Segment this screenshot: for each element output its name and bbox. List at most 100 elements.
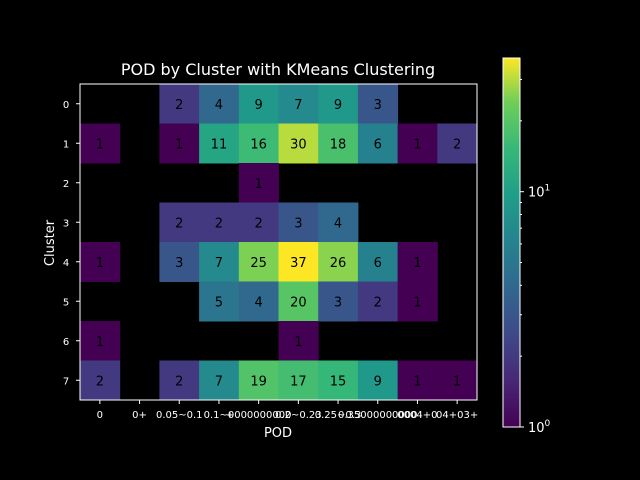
- heatmap-cell: [278, 202, 319, 243]
- y-tick-label: 0: [63, 100, 69, 111]
- heatmap-cell: [199, 242, 240, 282]
- cell-value-label: 2: [175, 98, 183, 113]
- chart-title: POD by Cluster with KMeans Clustering: [121, 60, 435, 79]
- heatmap-cell: [238, 123, 279, 164]
- y-tick-label: 2: [63, 179, 69, 190]
- x-tick-label: 0.25~0.3: [315, 410, 362, 421]
- heatmap-cell: [199, 84, 240, 124]
- cell-value-label: 1: [453, 374, 461, 389]
- heatmap-cell: [238, 242, 279, 282]
- heatmap-cell: [80, 360, 121, 401]
- heatmap-cell: [199, 360, 240, 401]
- x-tick-label: 0.2~0.23: [275, 410, 322, 421]
- cell-value-label: 4: [215, 98, 223, 113]
- colorbar-ticks: 100 101: [520, 78, 551, 436]
- heatmap-cell: [238, 281, 279, 322]
- heatmap-cell: [159, 242, 200, 282]
- heatmap-cell: [278, 321, 319, 361]
- x-tick-label: 0: [97, 410, 103, 421]
- colorbar-tick-label: 100: [528, 419, 551, 436]
- cell-value-label: 7: [215, 374, 223, 389]
- heatmap-cell: [80, 321, 121, 361]
- heatmap-cell: [199, 123, 240, 164]
- heatmap-cell: [278, 281, 319, 322]
- cell-value-label: 16: [250, 137, 267, 152]
- cell-value-label: 2: [96, 374, 104, 389]
- cell-value-label: 37: [290, 256, 307, 271]
- y-tick-label: 5: [63, 297, 69, 308]
- x-axis-ticks: 0 0+ 0.05~0.1 0.1~0+0000000000.2~0.230.25~0…: [97, 400, 478, 421]
- heatmap-cell: [238, 202, 279, 243]
- colorbar-tick-label: 101: [528, 184, 550, 201]
- heatmap-cell: [80, 242, 121, 282]
- cell-value-label: 2: [175, 374, 183, 389]
- heatmap-cell: [397, 242, 438, 282]
- heatmap-cell: [159, 202, 200, 243]
- heatmap-cell: [238, 84, 279, 124]
- heatmap-cell: [357, 84, 399, 124]
- cell-value-label: 9: [334, 98, 342, 113]
- cell-value-label: 26: [330, 256, 347, 271]
- cell-value-label: 4: [255, 295, 263, 310]
- cell-value-label: 3: [334, 295, 342, 310]
- heatmap-cell: [318, 360, 359, 401]
- heatmap-cell: [278, 84, 319, 124]
- heatmap-cell: [199, 202, 240, 243]
- cell-value-label: 25: [250, 256, 267, 271]
- heatmap-cell: [357, 242, 399, 282]
- cell-value-label: 5: [215, 295, 223, 310]
- cell-value-label: 20: [290, 295, 307, 310]
- heatmap-cell: [318, 123, 359, 164]
- y-axis-ticks: 0 1 2 3 4 5 6 7: [63, 100, 80, 387]
- cell-value-label: 1: [96, 256, 104, 271]
- cell-value-label: 9: [255, 98, 263, 113]
- cell-value-label: 1: [294, 335, 302, 350]
- y-tick-label: 6: [63, 337, 69, 348]
- cell-value-label: 11: [211, 137, 228, 152]
- x-tick-label: +000000000: [226, 410, 292, 421]
- heatmap-cell: [80, 123, 121, 164]
- y-tick-label: 7: [63, 376, 69, 387]
- heatmap-cell: [278, 242, 319, 282]
- x-tick-label: 04+03+: [436, 410, 478, 421]
- heatmap-cell: [159, 360, 200, 401]
- cell-value-label: 9: [374, 374, 382, 389]
- heatmap-cell: [238, 360, 279, 401]
- y-tick-label: 1: [63, 139, 69, 150]
- cell-value-label: 2: [453, 137, 461, 152]
- cell-value-label: 2: [374, 295, 382, 310]
- cell-value-label: 1: [413, 295, 421, 310]
- cell-value-label: 3: [175, 256, 183, 271]
- plot-frame: [79, 83, 478, 401]
- cell-value-label: 7: [215, 256, 223, 271]
- cell-value-label: 3: [294, 216, 302, 231]
- heatmap-cell: [159, 84, 200, 124]
- x-tick-label: 0+: [132, 410, 147, 421]
- cell-value-label: 1: [413, 137, 421, 152]
- heatmap-cell: [318, 242, 359, 282]
- heatmap-cell: [318, 84, 359, 124]
- y-tick-label: 4: [63, 258, 69, 269]
- cell-value-label: 1: [96, 137, 104, 152]
- cell-value-label: 6: [374, 137, 382, 152]
- cell-value-label: 30: [290, 137, 307, 152]
- x-tick-label: 0.05~0.1: [156, 410, 203, 421]
- heatmap-cell: [238, 163, 279, 203]
- heatmap-cell: [437, 360, 478, 401]
- cell-value-label: 15: [330, 374, 347, 389]
- heatmap-cell: [318, 202, 359, 243]
- cell-value-label: 1: [413, 374, 421, 389]
- cell-value-label: 3: [374, 98, 382, 113]
- cell-value-label: 6: [374, 256, 382, 271]
- cell-value-label: 17: [290, 374, 307, 389]
- heatmap-cell: [357, 123, 399, 164]
- cell-value-label: 1: [255, 177, 263, 192]
- heatmap-cell: [397, 123, 438, 164]
- heatmap-cell: [318, 281, 359, 322]
- cell-value-label: 2: [175, 216, 183, 231]
- colorbar: [502, 57, 521, 428]
- heatmap-cells: 2 4 9 7 9 31 1 11 16 30 18 6 1 212 2 2 3 41 3 7 25 37 26 6 15 4 20…: [80, 84, 478, 401]
- y-axis-label: Cluster: [43, 219, 58, 266]
- cell-value-label: 7: [294, 98, 302, 113]
